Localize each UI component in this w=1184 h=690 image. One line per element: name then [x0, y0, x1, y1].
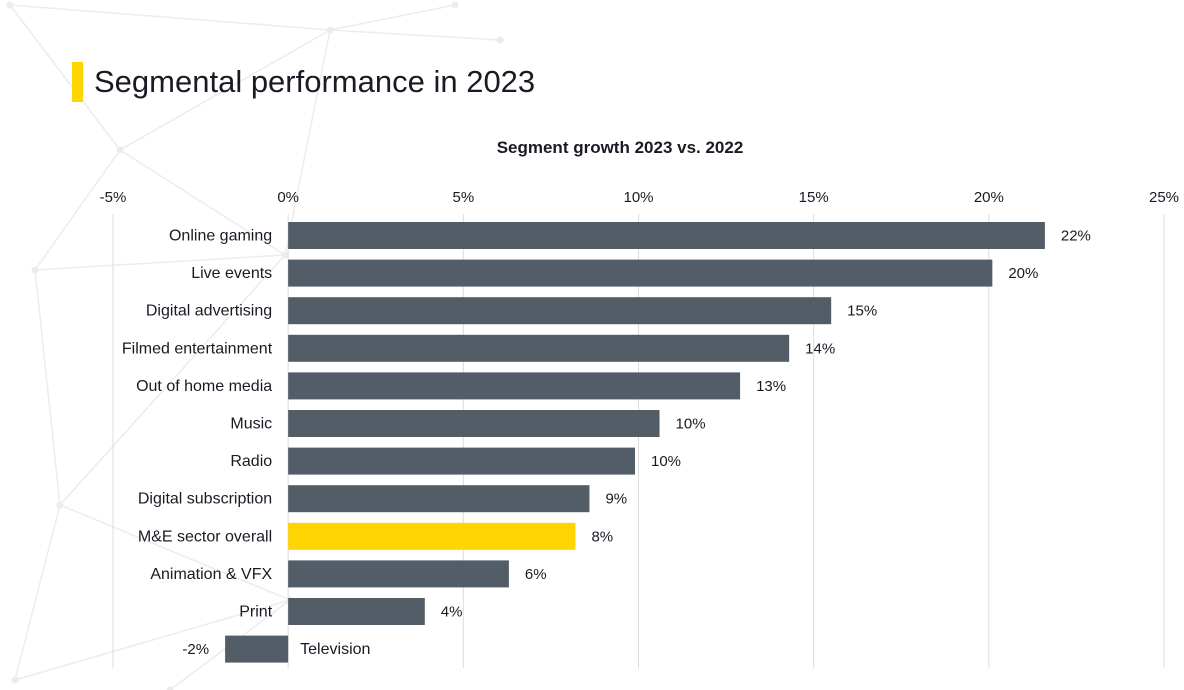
background-line — [329, 29, 501, 41]
background-line — [14, 504, 61, 681]
x-tick-label: 0% — [277, 189, 299, 206]
category-label: Online gaming — [169, 228, 272, 245]
background-line — [9, 4, 331, 31]
category-label: Print — [239, 604, 272, 621]
bar — [288, 222, 1045, 249]
background-line — [59, 254, 286, 506]
x-tick-label: 5% — [452, 189, 474, 206]
category-label: Music — [230, 416, 272, 433]
bar-value-label: 14% — [805, 340, 835, 357]
background-line — [284, 29, 331, 256]
category-label: Television — [300, 641, 370, 658]
background-node — [326, 26, 334, 34]
background-line — [59, 504, 291, 601]
bar — [225, 635, 289, 663]
category-label: M&E sector overall — [138, 528, 272, 545]
bar-value-label: 10% — [651, 453, 681, 470]
bar — [288, 598, 425, 625]
background-line — [9, 4, 121, 151]
background-node — [281, 251, 289, 259]
category-label: Digital advertising — [146, 303, 272, 320]
bar-value-label: 13% — [756, 378, 786, 395]
title-accent-bar — [72, 62, 83, 102]
bar-value-label: 20% — [1008, 265, 1038, 282]
bar — [288, 522, 576, 550]
category-label: Out of home media — [136, 378, 272, 395]
background-line — [119, 149, 286, 256]
bar-value-label: 6% — [525, 566, 547, 583]
background-node — [116, 146, 124, 154]
bar-value-label: -2% — [182, 641, 209, 658]
category-label: Live events — [191, 265, 272, 282]
bar — [288, 334, 790, 362]
background-node — [451, 1, 459, 9]
background-line — [34, 269, 61, 506]
bar — [288, 485, 590, 513]
background-node — [166, 686, 174, 690]
bar-value-label: 15% — [847, 303, 877, 320]
bar — [288, 560, 509, 588]
x-tick-label: -5% — [100, 189, 127, 206]
bar — [288, 372, 741, 400]
background-node — [31, 266, 39, 274]
x-tick-label: 25% — [1149, 189, 1179, 206]
bar-value-label: 10% — [676, 416, 706, 433]
category-label: Radio — [230, 453, 272, 470]
background-node — [56, 501, 64, 509]
background-line — [34, 149, 121, 271]
background-line — [14, 599, 291, 681]
category-label: Filmed entertainment — [122, 340, 273, 357]
chart-title: Segment growth 2023 vs. 2022 — [496, 138, 744, 157]
x-tick-label: 15% — [799, 189, 829, 206]
category-label: Digital subscription — [138, 491, 272, 508]
bar — [288, 447, 635, 475]
category-label: Animation & VFX — [150, 566, 272, 583]
background-line — [119, 29, 331, 151]
background-line — [34, 254, 286, 271]
bar-value-label: 4% — [441, 604, 463, 621]
background-node — [6, 1, 14, 9]
x-tick-label: 20% — [974, 189, 1004, 206]
bar-value-label: 9% — [605, 491, 627, 508]
bar — [288, 410, 660, 437]
bar — [288, 297, 832, 325]
bar-value-label: 22% — [1061, 228, 1091, 245]
background-node — [496, 36, 504, 44]
x-tick-label: 10% — [623, 189, 653, 206]
background-line — [329, 4, 456, 31]
page-title: Segmental performance in 2023 — [94, 64, 536, 99]
bar-value-label: 8% — [591, 528, 613, 545]
background-node — [11, 676, 19, 684]
bar — [288, 259, 993, 287]
